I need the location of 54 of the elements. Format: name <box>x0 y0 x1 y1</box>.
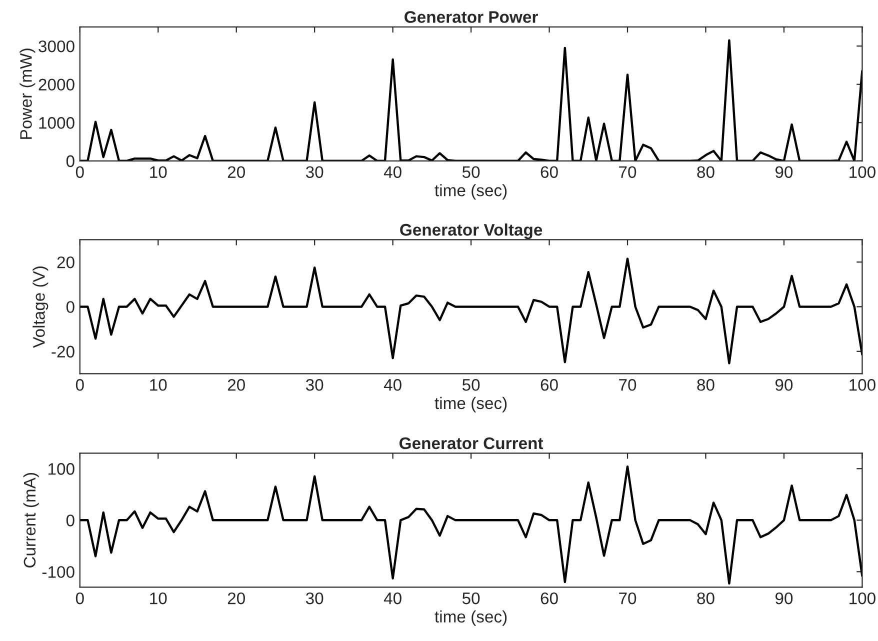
x-tick-label: 10 <box>150 379 167 391</box>
chart-title: Generator Voltage <box>400 223 542 240</box>
y-tick-label: 0 <box>66 514 74 526</box>
x-tick-label: 90 <box>775 166 793 178</box>
line-series <box>80 465 862 585</box>
x-tick-label: 0 <box>76 166 84 178</box>
y-axis-title: Power (mW) <box>20 48 36 139</box>
x-tick-label: 60 <box>540 379 558 391</box>
y-tick-label: -100 <box>42 566 74 578</box>
x-tick-label: 40 <box>384 166 402 178</box>
x-tick-label: 60 <box>540 166 558 178</box>
x-tick-label: 100 <box>850 166 876 178</box>
x-tick-label: 20 <box>228 379 245 391</box>
x-tick-label: 60 <box>540 592 558 604</box>
x-tick-label: 50 <box>462 379 480 391</box>
x-tick-label: 20 <box>228 166 245 178</box>
x-tick-label: 30 <box>306 166 324 178</box>
x-tick-label: 70 <box>619 592 636 604</box>
y-tick-label: 2000 <box>38 78 74 91</box>
x-tick-label: 20 <box>228 592 245 604</box>
x-tick-label: 0 <box>76 592 84 604</box>
x-tick-label: 30 <box>306 379 324 391</box>
x-tick-label: 40 <box>384 592 402 604</box>
x-tick-label: 50 <box>462 166 480 178</box>
x-tick-label: 100 <box>850 379 876 391</box>
x-tick-label: 90 <box>775 379 793 391</box>
line-series <box>80 258 862 364</box>
x-tick-label: 10 <box>150 166 167 178</box>
x-tick-label: 40 <box>384 379 402 391</box>
x-axis-title: time (sec) <box>434 184 507 200</box>
x-tick-label: 70 <box>619 166 636 178</box>
x-tick-label: 80 <box>697 379 714 391</box>
y-tick-label: -20 <box>52 346 74 358</box>
y-tick-label: 100 <box>48 463 74 475</box>
x-axis-title: time (sec) <box>434 610 507 626</box>
y-axis-title: Current (mA) <box>23 473 39 568</box>
y-axis-title: Voltage (V) <box>32 266 48 348</box>
y-tick-label: 0 <box>66 301 74 313</box>
x-tick-label: 80 <box>697 592 714 604</box>
x-tick-label: 50 <box>462 592 480 604</box>
x-tick-label: 0 <box>76 379 84 391</box>
x-tick-label: 10 <box>150 592 167 604</box>
x-tick-label: 30 <box>306 592 324 604</box>
y-tick-label: 0 <box>66 155 74 168</box>
chart-title: Generator Power <box>404 11 538 23</box>
x-tick-label: 100 <box>850 592 876 604</box>
y-tick-label: 20 <box>57 256 74 268</box>
x-tick-label: 70 <box>619 379 636 391</box>
y-tick-label: 1000 <box>39 117 74 129</box>
y-tick-label: 3000 <box>38 40 74 52</box>
x-axis-title: time (sec) <box>434 396 507 412</box>
chart-title: Generator Current <box>400 437 544 450</box>
x-tick-label: 90 <box>775 592 793 604</box>
x-tick-label: 80 <box>697 166 714 178</box>
